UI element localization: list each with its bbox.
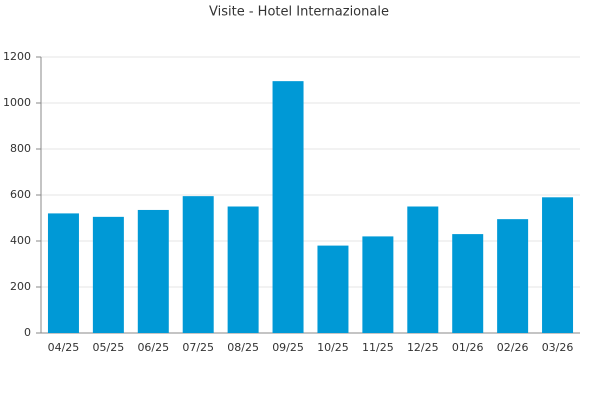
x-tick-label: 08/25 — [227, 341, 259, 354]
chart-title: Visite - Hotel Internazionale — [209, 5, 389, 20]
x-tick-label: 05/25 — [93, 341, 125, 354]
y-tick-label: 0 — [24, 326, 31, 339]
x-tick-label: 02/26 — [497, 341, 529, 354]
x-tick-label: 11/25 — [362, 341, 394, 354]
x-tick-label: 03/26 — [542, 341, 574, 354]
y-tick-label: 1000 — [3, 96, 31, 109]
bar — [407, 206, 439, 333]
x-tick-label: 10/25 — [317, 341, 349, 354]
x-tick-label: 06/25 — [137, 341, 169, 354]
x-tick-label: 09/25 — [272, 341, 304, 354]
bar — [317, 245, 349, 333]
bar — [47, 213, 79, 333]
y-tick-label: 600 — [10, 188, 31, 201]
bar — [227, 206, 259, 333]
y-tick-label: 200 — [10, 280, 31, 293]
bar — [542, 197, 574, 333]
bar — [182, 196, 214, 333]
bar — [272, 81, 304, 334]
y-tick-label: 800 — [10, 142, 31, 155]
x-tick-label: 04/25 — [48, 341, 80, 354]
bar — [137, 209, 169, 333]
bar — [92, 216, 124, 333]
bar — [362, 236, 394, 333]
bar — [452, 234, 484, 333]
bar — [497, 219, 529, 333]
y-tick-label: 400 — [10, 234, 31, 247]
y-tick-label: 1200 — [3, 50, 31, 63]
x-tick-label: 07/25 — [182, 341, 214, 354]
x-tick-label: 12/25 — [407, 341, 439, 354]
x-tick-label: 01/26 — [452, 341, 484, 354]
